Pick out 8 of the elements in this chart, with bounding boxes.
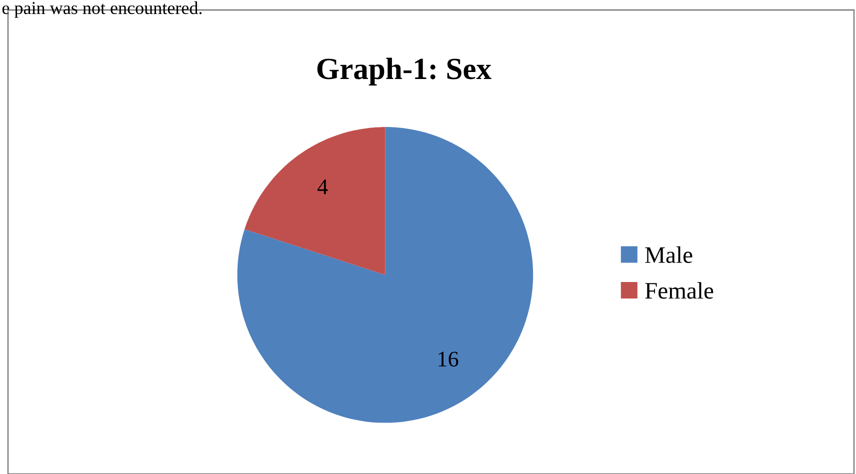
pie-slice	[237, 127, 534, 423]
text: e pain was not encountered.	[2, 1, 202, 18]
data-label: 4	[317, 179, 328, 194]
chart-title: Graph-1: Sex	[317, 58, 492, 86]
legend-label: Female	[645, 282, 714, 299]
pie-slice	[244, 127, 386, 275]
data-label: 16	[438, 352, 458, 367]
legend-label: Male	[645, 246, 692, 264]
